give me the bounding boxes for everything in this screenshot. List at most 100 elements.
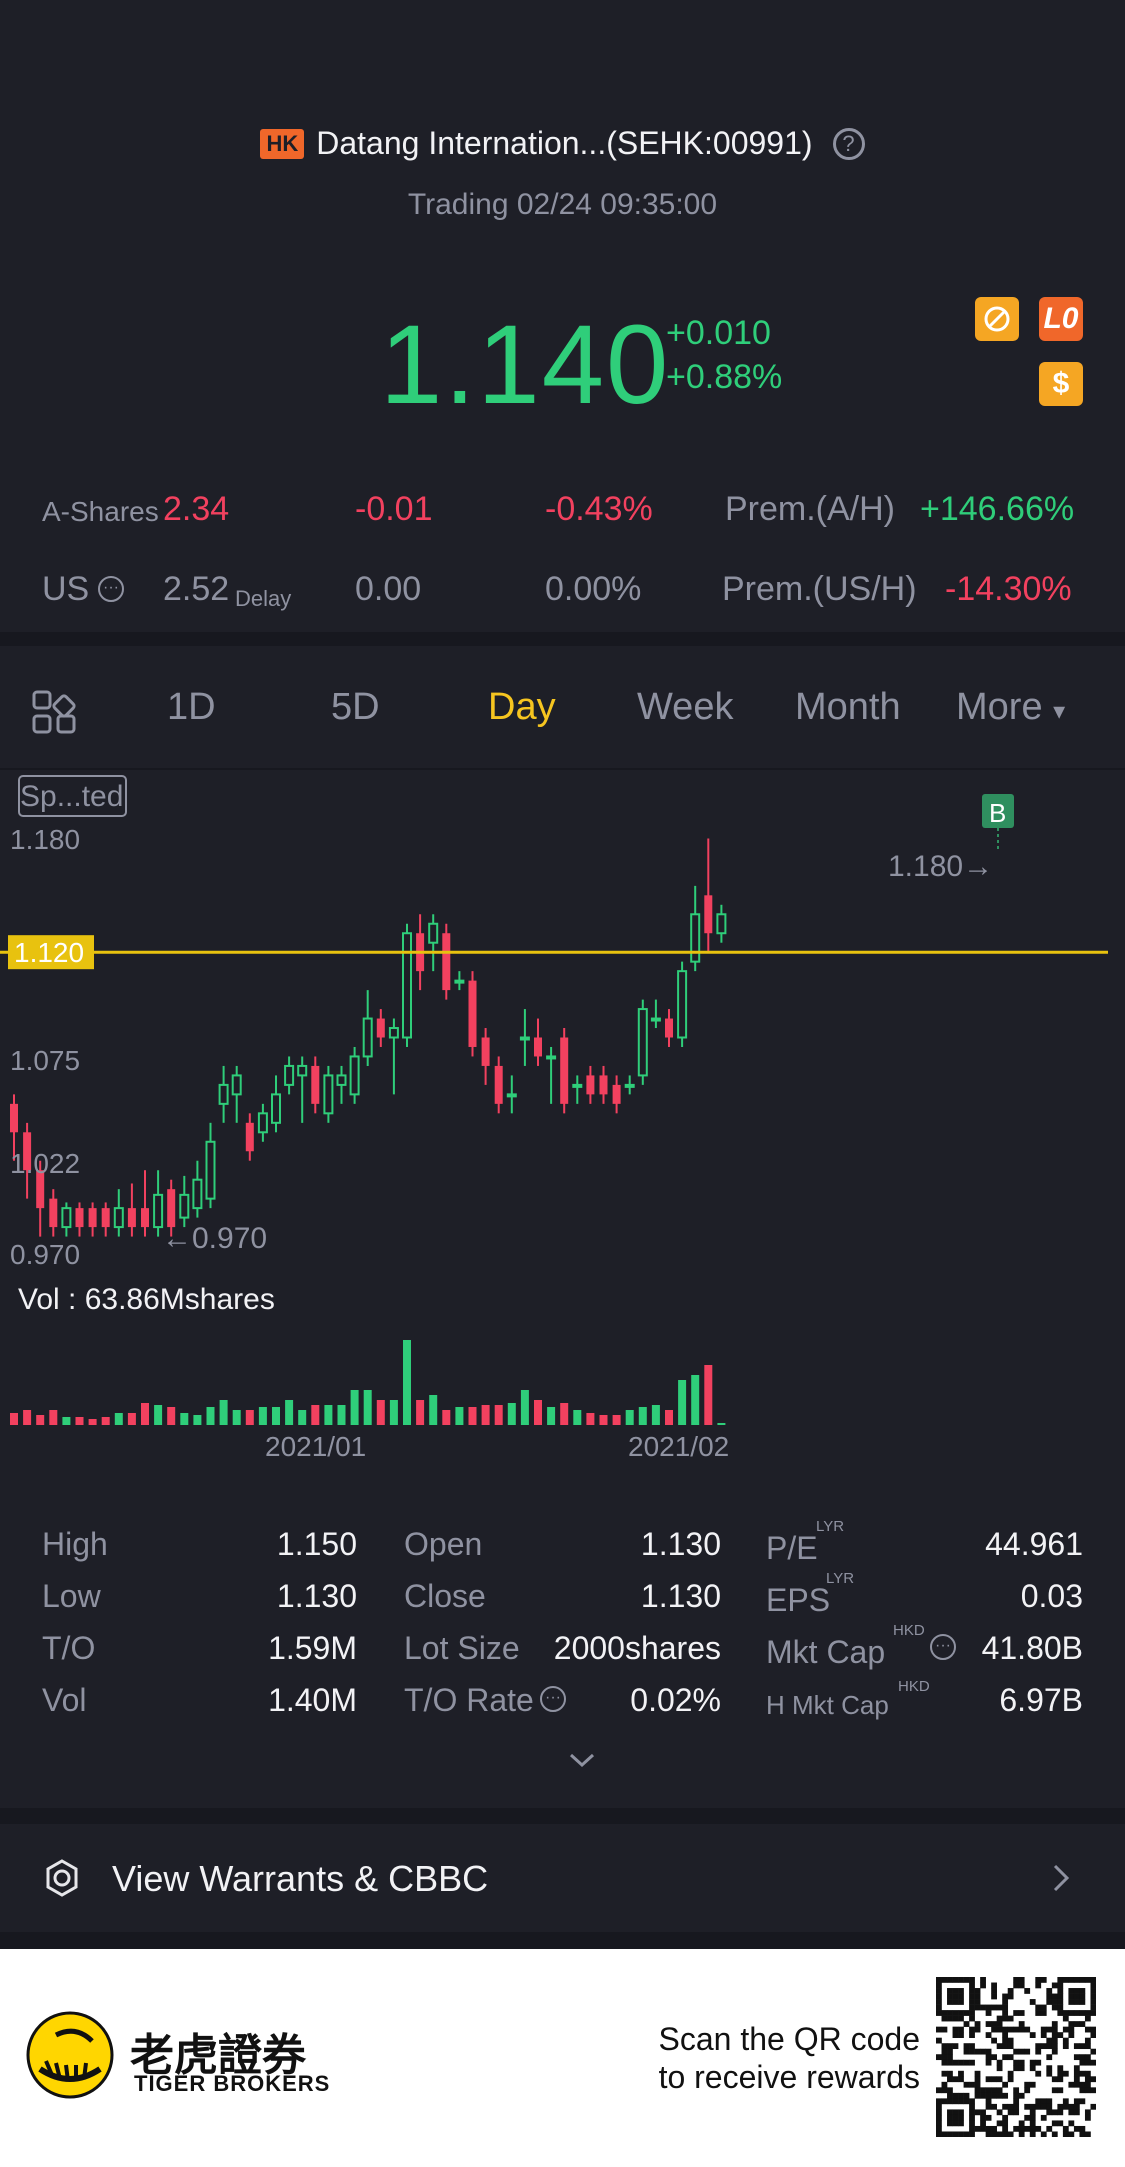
tab-more[interactable]: More ▾ — [956, 686, 1065, 729]
qr-module — [1024, 1988, 1031, 1994]
qr-module — [1084, 1977, 1091, 1983]
qr-code[interactable] — [936, 1977, 1096, 2137]
volume-bar — [455, 1407, 464, 1425]
qr-module — [969, 2026, 975, 2033]
us-row[interactable]: US ··· 2.52 Delay 0.00 0.00% Prem.(US/H)… — [0, 570, 1125, 630]
qr-module — [969, 2043, 975, 2050]
volume-bar — [494, 1405, 503, 1425]
qr-module — [969, 2015, 975, 2022]
qr-module — [1062, 2125, 1069, 2132]
qr-module — [1051, 1993, 1058, 2000]
x-label-jan: 2021/01 — [265, 1431, 366, 1462]
qr-module — [1018, 2131, 1025, 2137]
qr-module — [1090, 1988, 1096, 1994]
torate-info-icon[interactable]: ··· — [540, 1686, 566, 1712]
qr-module — [1051, 2076, 1058, 2083]
expand-chevron-icon[interactable] — [568, 1750, 596, 1770]
qr-module — [991, 2004, 997, 2011]
qr-module — [1057, 2004, 1064, 2011]
qr-module — [1079, 2054, 1086, 2061]
qr-module — [963, 2048, 970, 2055]
qr-module — [1073, 2065, 1080, 2072]
tab-1d[interactable]: 1D — [167, 686, 216, 728]
qr-module — [991, 2087, 997, 2094]
a-shares-pct: -0.43% — [545, 490, 653, 528]
qr-module — [1024, 2081, 1031, 2088]
qr-module — [1073, 2081, 1080, 2088]
qr-module — [958, 2109, 964, 2116]
qr-module — [1018, 2065, 1025, 2072]
qr-module — [1018, 2048, 1025, 2055]
qr-module — [963, 2131, 970, 2137]
stat-high-label: High — [42, 1526, 108, 1562]
layout-grid-icon[interactable] — [32, 690, 76, 734]
volume-bar — [416, 1400, 425, 1425]
a-shares-row[interactable]: A-Shares 2.34 -0.01 -0.43% Prem.(A/H) +1… — [0, 490, 1125, 550]
qr-module — [1046, 2098, 1053, 2105]
prem-ah-value: +146.66% — [920, 490, 1075, 528]
candle-body — [624, 1083, 635, 1088]
indicator-box[interactable] — [18, 775, 127, 817]
qr-module — [1051, 2087, 1058, 2094]
tab-5d[interactable]: 5D — [331, 686, 380, 728]
qr-module — [1018, 2092, 1025, 2099]
tab-month[interactable]: Month — [795, 686, 901, 728]
qr-module — [952, 2026, 959, 2033]
candlestick-chart[interactable]: Sp...ted 1.180 1.075 1.022 0.970 1.120 1… — [0, 770, 1125, 1490]
qr-module — [985, 2103, 992, 2110]
candle-body — [297, 1064, 308, 1077]
qr-module — [969, 2004, 975, 2011]
qr-module — [985, 2021, 992, 2027]
help-icon[interactable]: ? — [832, 127, 865, 160]
qr-module — [1057, 2120, 1064, 2127]
qr-module — [1062, 2103, 1069, 2110]
no-short-icon[interactable] — [975, 297, 1019, 341]
qr-module — [1062, 2015, 1069, 2022]
qr-module — [1046, 2103, 1053, 2110]
mktcap-info-icon[interactable]: ··· — [930, 1634, 956, 1660]
qr-module — [936, 1977, 942, 1983]
volume-bar — [154, 1405, 163, 1425]
qr-module — [1090, 1982, 1096, 1989]
volume-bar — [717, 1423, 726, 1425]
tab-day[interactable]: Day — [488, 686, 556, 728]
qr-module — [1073, 1988, 1080, 1994]
dollar-icon[interactable]: $ — [1039, 362, 1083, 406]
qr-module — [1068, 1977, 1075, 1983]
qr-module — [947, 2098, 953, 2105]
level-zero-icon[interactable]: L0 — [1039, 297, 1083, 341]
qr-module — [963, 2010, 970, 2016]
qr-module — [985, 2059, 992, 2066]
qr-module — [974, 2109, 981, 2116]
volume-bar — [23, 1410, 32, 1425]
us-change: 0.00 — [355, 570, 422, 608]
qr-module — [1057, 1977, 1064, 1983]
buy-marker-badge[interactable] — [982, 794, 1014, 828]
qr-module — [1057, 1993, 1064, 2000]
delay-label: Delay — [235, 586, 292, 611]
warrants-row[interactable]: View Warrants & CBBC — [0, 1824, 1125, 1932]
qr-module — [936, 2037, 942, 2044]
qr-module — [1051, 1999, 1058, 2005]
more-icon[interactable]: ··· — [98, 576, 124, 602]
prem-ush-value: -14.30% — [945, 570, 1072, 608]
stat-to-value: 1.59M — [268, 1630, 357, 1666]
stock-title[interactable]: Datang Internation...(SEHK:00991) — [316, 125, 813, 161]
qr-module — [969, 2125, 975, 2132]
volume-bar — [324, 1405, 333, 1425]
qr-module — [1029, 2032, 1036, 2038]
qr-module — [1018, 2010, 1025, 2016]
qr-module — [1051, 2004, 1058, 2011]
tab-week[interactable]: Week — [637, 686, 734, 728]
stat-torate-label: T/O Rate — [404, 1682, 534, 1718]
qr-module — [1062, 1977, 1069, 1983]
qr-module — [1007, 1988, 1014, 1994]
candle-body — [586, 1075, 595, 1095]
qr-module — [1057, 1999, 1064, 2005]
qr-module — [1046, 2026, 1053, 2033]
qr-module — [941, 2070, 948, 2077]
qr-module — [996, 2059, 1003, 2066]
qr-module — [947, 2043, 953, 2050]
qr-module — [1002, 1999, 1009, 2005]
qr-module — [1057, 2103, 1064, 2110]
